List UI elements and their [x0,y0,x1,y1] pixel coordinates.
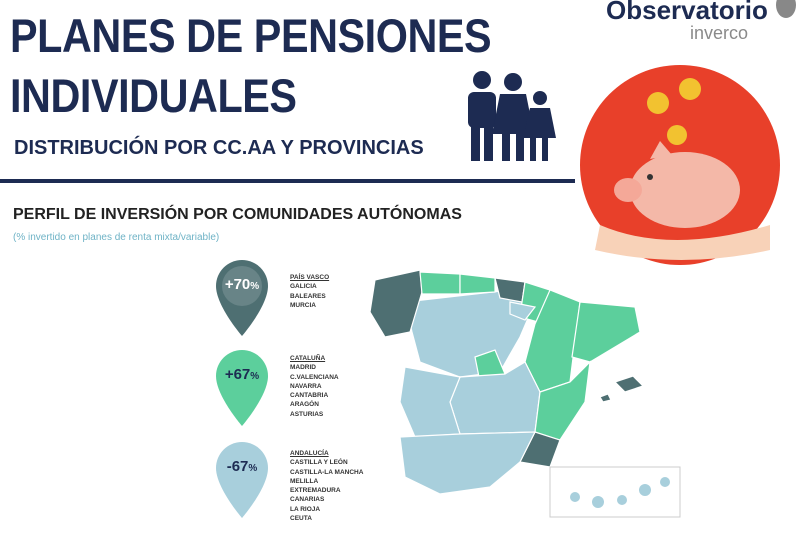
canarias-inset [549,466,681,518]
pin-unit: % [250,281,260,292]
region-name: BALEARES [290,292,326,300]
pin-unit: % [248,463,258,474]
logo-mark-icon [776,0,796,18]
section-note: (% invertido en planes de renta mixta/va… [13,232,220,243]
region-name: GALICIA [290,283,317,291]
region-cantabria [459,273,496,295]
region-name: MADRID [290,364,316,372]
region-name: ASTURIAS [290,410,324,418]
legend-pin-mid: +67% [214,348,270,428]
region-baleares [599,375,645,403]
region-name: CASTILLA-LA MANCHA [290,468,364,476]
spain-map [369,269,681,518]
region-name: ARAGÓN [290,401,319,409]
region-la-rioja [509,301,537,321]
region-name: MELILLA [290,477,319,485]
title-line-2: INDIVIDUALES [10,69,297,122]
region-name: NAVARRA [290,382,322,390]
region-name: CANARIAS [290,496,325,504]
pin-value: +67 [224,366,251,383]
region-list-mid: CATALUÑA MADRID C.VALENCIANA NAVARRA CANTABR… [290,354,339,419]
region-name: C.VALENCIANA [290,373,339,381]
pin-value: +70 [224,276,251,293]
region-name: ANDALUCÍA [290,450,329,457]
region-name: CATALUÑA [290,355,326,362]
section-title: PERFIL DE INVERSIÓN POR COMUNIDADES AUTÓ… [13,206,462,223]
region-name: LA RIOJA [290,505,321,513]
region-cataluna [571,301,641,363]
region-name: EXTREMADURA [290,487,341,495]
piggy-bank-illustration [580,65,780,265]
legend-pin-low: -67% [214,440,270,520]
title-line-1: PLANES DE PENSIONES [10,9,492,62]
pin-value: -67 [226,458,249,475]
subtitle: DISTRIBUCIÓN POR CC.AA Y PROVINCIAS [14,137,424,159]
region-name: PAÍS VASCO [290,274,330,281]
region-list-low: ANDALUCÍA CASTILLA Y LEÓN CASTILLA-LA MANC… [290,449,363,523]
region-name: MURCIA [290,301,316,309]
region-galicia [369,269,423,338]
logo-brand: inverco [690,23,749,43]
region-name: CANTABRIA [290,392,329,400]
region-name: CEUTA [290,515,312,523]
region-list-high: PAÍS VASCO GALICIA BALEARES MURCIA [290,273,329,310]
pin-unit: % [250,371,260,382]
region-name: CASTILLA Y LEÓN [290,459,348,467]
family-icon [468,71,556,161]
logo-name: Observatorio [606,0,768,25]
region-asturias [419,271,461,295]
divider [0,179,575,183]
legend-pin-high: +70% [214,258,270,338]
region-andalucia [399,431,536,495]
region-canarias [570,477,670,508]
region-pais-vasco [494,277,526,303]
